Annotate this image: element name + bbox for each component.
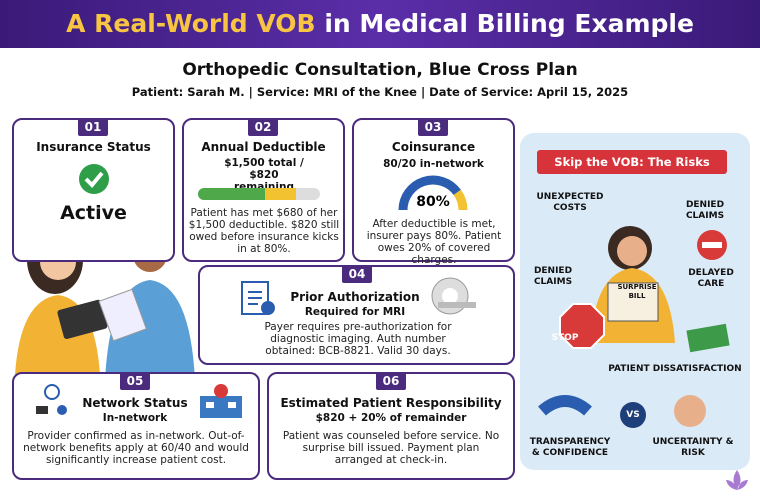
card-body: Payer requires pre-authorization for dia… — [264, 321, 452, 357]
card-number: 01 — [78, 118, 108, 136]
status: Active — [60, 202, 127, 224]
gauge-rest — [453, 189, 468, 211]
card-body: After deductible is met, insurer pays 80… — [366, 218, 502, 266]
title-highlight: A Real-World VOB — [66, 9, 316, 38]
card — [267, 372, 515, 480]
card-number: 05 — [120, 372, 150, 390]
risk-label: DENIED CLAIMS — [685, 200, 725, 221]
network-icon — [36, 384, 67, 415]
risk-label: UNEXPECTED COSTS — [536, 192, 604, 213]
gauge-arc — [398, 175, 461, 211]
card-number: 02 — [248, 118, 278, 136]
gauge-label: 80% — [416, 194, 450, 210]
card-body: Provider confirmed as in-network. Out-of… — [23, 430, 249, 466]
check-icon — [79, 164, 109, 194]
card-title: Network Status — [82, 396, 188, 410]
risk-label: DELAYED CARE — [688, 268, 734, 289]
title-rest: in Medical Billing Example — [324, 9, 694, 38]
vs-label: VS — [626, 410, 640, 420]
card-title: Estimated Patient Responsibility — [280, 396, 502, 410]
title-banner: A Real-World VOB in Medical Billing Exam… — [0, 0, 760, 48]
card-title: Coinsurance — [391, 140, 476, 154]
stop-label: STOP — [551, 333, 579, 343]
risk-label: TRANSPARENCY & CONFIDENCE — [529, 437, 611, 458]
card-title: Annual Deductible — [201, 140, 326, 154]
card-number: 03 — [418, 118, 448, 136]
card-title: Prior Authorization — [290, 290, 420, 304]
card-subtitle: $1,500 total / $820 remaining — [224, 157, 304, 193]
hospital-icon — [200, 384, 242, 418]
card-subtitle: In-network — [102, 412, 168, 424]
card — [352, 118, 515, 262]
people-illustration — [15, 225, 195, 380]
risks-illustration — [538, 226, 730, 428]
bill-label: SURPRISE BILL — [617, 283, 657, 300]
gauge: 80% — [398, 175, 468, 211]
card-subtitle: Required for MRI — [304, 306, 406, 318]
card-title: Insurance Status — [36, 140, 151, 154]
card-subtitle: $820 + 20% of remainder — [315, 412, 467, 424]
card-number: 04 — [342, 265, 372, 283]
logo — [726, 470, 748, 490]
risks-title: Skip the VOB: The Risks — [537, 150, 727, 174]
risk-label: PATIENT DISSATISFACTION — [608, 364, 742, 374]
card-body: Patient was counseled before service. No… — [282, 430, 500, 466]
subtitle: Orthopedic Consultation, Blue Cross Plan — [182, 60, 578, 80]
card-number: 06 — [376, 372, 406, 390]
card-body: Patient has met $680 of her $1,500 deduc… — [188, 207, 340, 255]
progress-bar — [198, 188, 320, 200]
risk-label: DENIED CLAIMS — [533, 266, 573, 287]
details: Patient: Sarah M. | Service: MRI of the … — [131, 85, 629, 99]
mri-icon — [431, 277, 476, 315]
card-subtitle: 80/20 in-network — [383, 158, 484, 170]
risk-label: UNCERTAINTY & RISK — [652, 437, 734, 458]
document-icon — [241, 281, 275, 315]
